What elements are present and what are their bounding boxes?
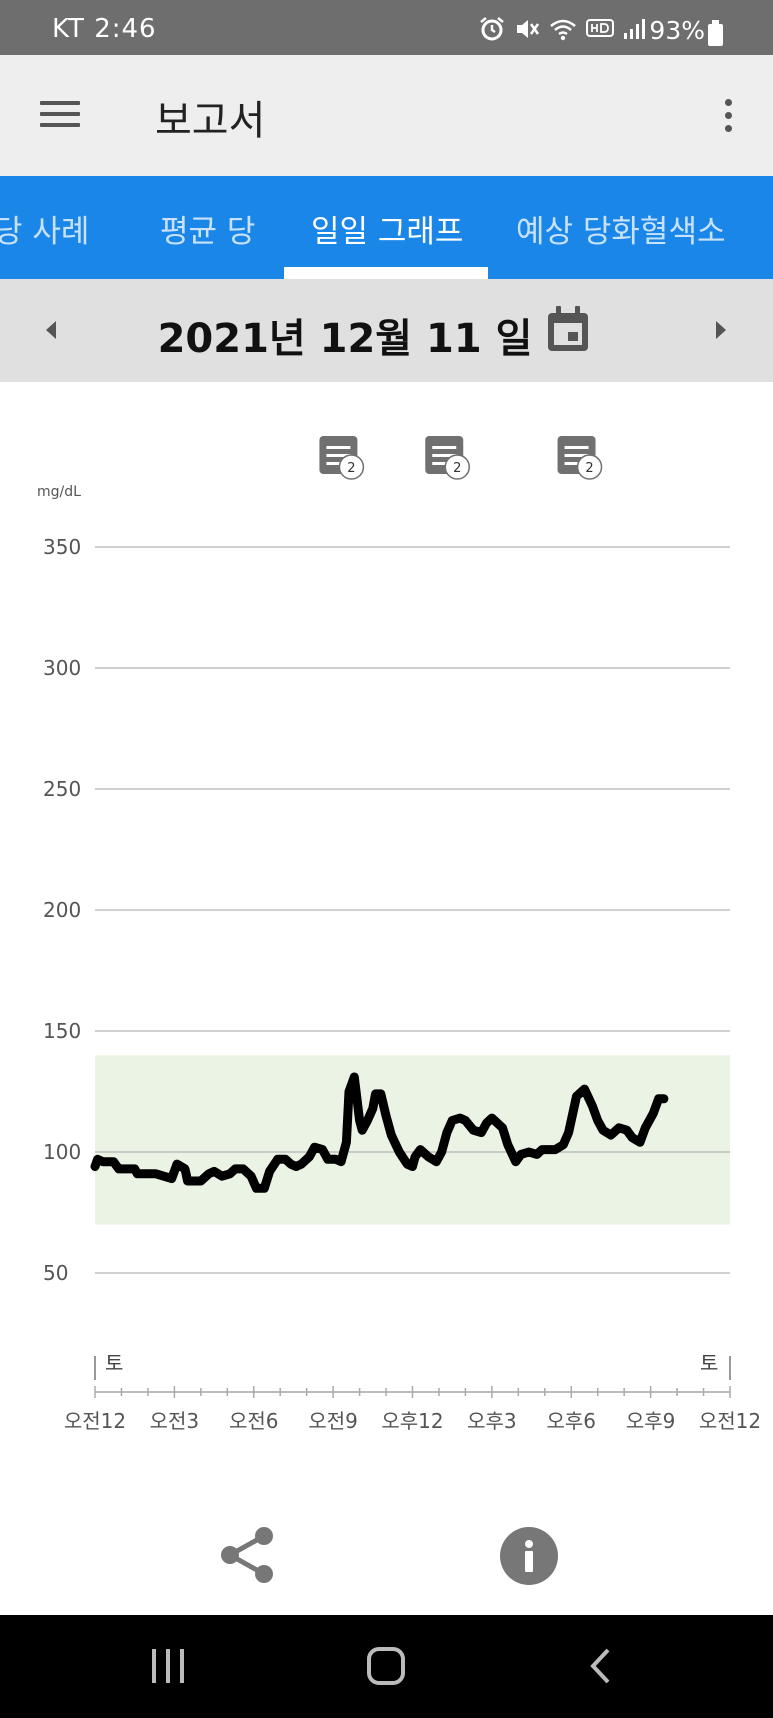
tab-average-glucose[interactable]: 평균 당	[160, 214, 256, 250]
info-icon[interactable]	[500, 1527, 558, 1585]
recent-apps-icon[interactable]	[150, 1649, 186, 1683]
note-icon-line	[564, 462, 581, 465]
x-tick-label: 오후9	[626, 1409, 676, 1433]
y-tick-label: 250	[43, 777, 81, 801]
x-tick-label: 오후12	[381, 1409, 443, 1433]
note-count: 2	[453, 461, 461, 476]
note-icon: 2	[319, 436, 365, 480]
x-tick-label: 오전3	[150, 1409, 200, 1433]
target-range-band	[95, 1055, 730, 1225]
y-tick-label: 50	[43, 1261, 68, 1285]
note-count: 2	[585, 461, 593, 476]
active-tab-indicator	[284, 267, 488, 279]
note-icon-line	[432, 446, 457, 449]
day-marker-end: 토	[700, 1351, 718, 1375]
x-tick-label: 오전9	[308, 1409, 358, 1433]
status-time: 2:46	[94, 14, 157, 44]
more-vert-icon[interactable]	[713, 93, 743, 137]
note-count-badge	[444, 454, 470, 480]
alarm-icon	[480, 17, 504, 41]
battery-percent: 93%	[649, 16, 705, 45]
calendar-icon[interactable]	[546, 305, 590, 353]
mute-icon	[517, 20, 540, 38]
glucose-series-line	[90, 1072, 669, 1193]
y-tick-label: 200	[43, 898, 81, 922]
note-icon-line	[564, 454, 589, 457]
tab-low-glucose-events[interactable]: 저혈당 사례	[0, 214, 90, 250]
note-icon-line	[326, 446, 351, 449]
home-icon[interactable]	[367, 1647, 405, 1685]
hd-icon	[586, 19, 614, 37]
x-tick-label: 오후6	[546, 1409, 596, 1433]
day-marker-start: 토	[105, 1351, 123, 1375]
note-icon-line	[432, 462, 449, 465]
y-tick-label: 300	[43, 656, 81, 680]
y-tick-label: 100	[43, 1140, 81, 1164]
x-axis: 오전12 오전3 오전6 오전9 오후12 오후3 오후6 오후9 오전12	[64, 1356, 761, 1433]
note-count: 2	[347, 461, 355, 476]
bottom-actions	[0, 1500, 773, 1615]
y-axis-unit-label: mg/dL	[37, 484, 81, 500]
app-bar: 보고서	[0, 55, 773, 176]
arrow-left-icon[interactable]	[38, 317, 64, 343]
x-tick-label: 오전6	[229, 1409, 279, 1433]
note-markers: 2 2 2	[319, 436, 603, 480]
arrow-right-icon[interactable]	[708, 317, 734, 343]
x-tick-label: 오전12	[699, 1409, 761, 1433]
note-icon-line	[326, 454, 351, 457]
y-tick-label: 350	[43, 535, 81, 559]
x-tick-label: 오후3	[467, 1409, 517, 1433]
grid-lines	[95, 546, 730, 1274]
status-bar: KT 2:46 93%	[0, 0, 773, 55]
note-icon-line	[564, 446, 589, 449]
page-title: 보고서	[155, 98, 266, 144]
signal-icon	[624, 19, 645, 39]
y-tick-labels: 350 300 250 200 150 100 50	[43, 535, 81, 1285]
tab-estimated-a1c[interactable]: 예상 당화혈색소	[516, 214, 726, 250]
status-icons	[479, 17, 645, 41]
y-tick-label: 150	[43, 1019, 81, 1043]
note-icon: 2	[425, 436, 470, 480]
note-count-badge	[338, 454, 365, 480]
navigation-bar	[0, 1615, 773, 1718]
wifi-icon	[550, 19, 576, 41]
back-icon[interactable]	[588, 1647, 614, 1685]
note-icon-line	[432, 454, 457, 457]
selected-date: 2021년 12월 11 일	[157, 316, 533, 362]
status-carrier-time: KT 2:46	[52, 14, 157, 44]
tab-daily-graph[interactable]: 일일 그래프	[311, 214, 464, 250]
note-icon-line	[326, 462, 343, 465]
tab-bar: 저혈당 사례 평균 당 일일 그래프 예상 당화혈색소	[0, 176, 773, 279]
note-icon: 2	[557, 436, 603, 480]
date-bar: 2021년 12월 11 일	[0, 279, 773, 382]
battery-icon	[708, 20, 723, 46]
carrier-label: KT	[52, 14, 85, 44]
x-tick-label: 오전12	[64, 1409, 126, 1433]
share-icon[interactable]	[216, 1524, 278, 1586]
hamburger-menu-icon[interactable]	[30, 95, 90, 135]
note-count-badge	[576, 454, 603, 480]
